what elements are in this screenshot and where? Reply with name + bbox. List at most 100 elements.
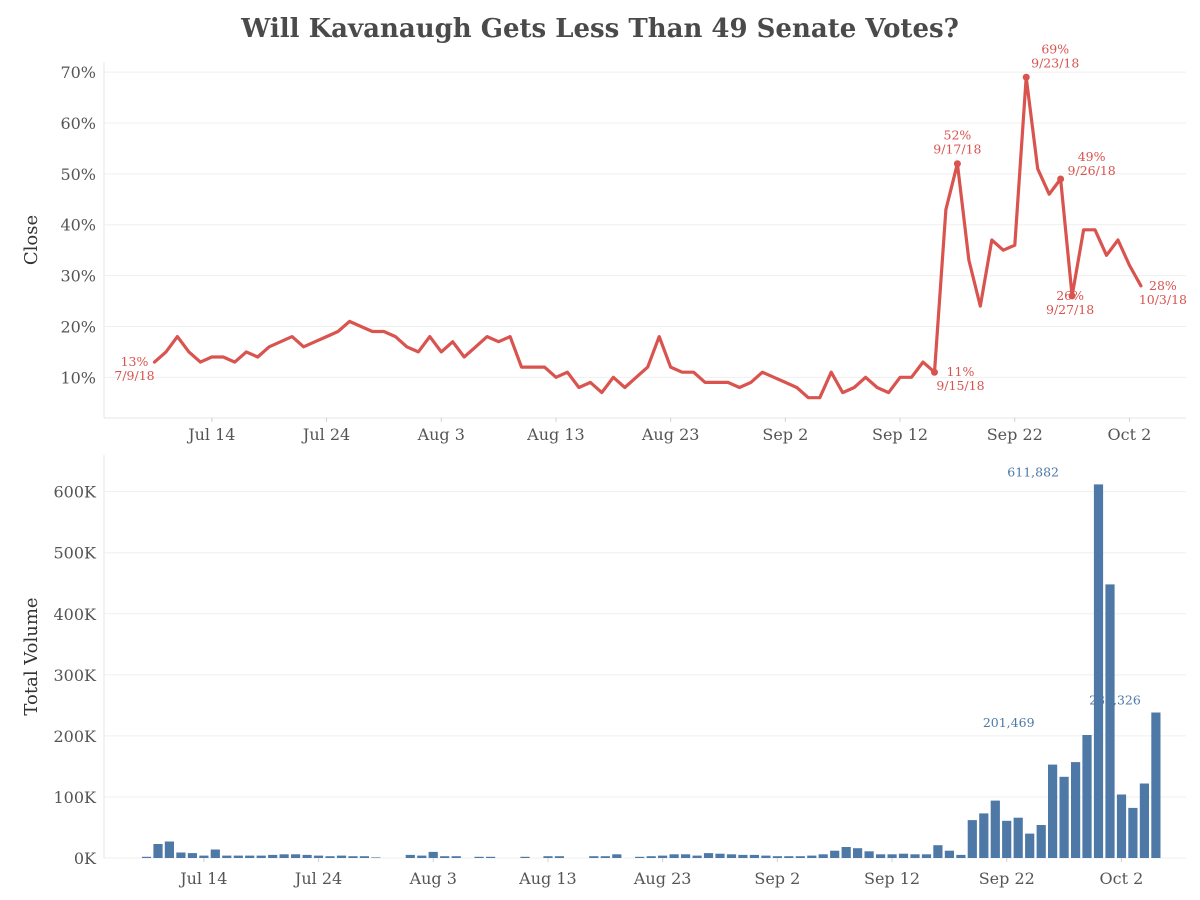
volume-bar [1036,825,1046,858]
volume-bar [187,853,197,858]
volume-bar [302,854,312,858]
x-tick-label: Aug 23 [633,869,692,888]
volume-bar [554,856,564,858]
close-annotation-value: 13% [121,354,149,369]
y-tick-label: 0K [74,849,97,868]
y-tick-label: 200K [54,727,98,746]
volume-bar [876,854,886,858]
x-tick-label: Jul 24 [293,869,342,888]
close-annotation-date: 9/17/18 [933,142,981,157]
x-tick-label: Jul 24 [301,425,350,444]
volume-bar [1151,712,1161,858]
volume-bar [990,800,1000,858]
y-tick-label: 400K [54,605,98,624]
volume-bar [921,854,932,858]
volume-bar [199,855,209,858]
y-tick-label: 20% [60,317,96,336]
x-tick-label: Sep 12 [864,869,920,888]
volume-bar [910,854,920,858]
volume-annotation: 238,326 [1089,692,1141,707]
y-tick-label: 10% [60,368,96,387]
chart-title: Will Kavanaugh Gets Less Than 49 Senate … [241,14,959,44]
volume-bar [612,854,622,858]
volume-bar [658,855,668,858]
volume-bar [417,855,427,858]
volume-bar [486,856,496,858]
close-annotation-value: 11% [947,364,975,379]
close-annotation-date: 9/26/18 [1068,163,1116,178]
volume-bar [1139,783,1149,858]
close-point-marker [1022,73,1030,81]
volume-bar [1082,735,1092,858]
volume-bar [726,854,737,858]
x-tick-label: Sep 22 [979,869,1035,888]
volume-bar [371,857,381,858]
y-tick-label: 40% [60,216,96,235]
volume-bar [325,856,335,858]
close-annotation-value: 26% [1056,288,1084,303]
volume-bar [853,848,863,858]
volume-bar [967,820,977,858]
x-tick-label: Aug 3 [417,425,465,444]
volume-bar [956,854,966,858]
volume-bar [164,841,174,858]
volume-bar [600,856,610,858]
volume-bar [256,855,266,858]
close-annotation-date: 9/15/18 [936,378,984,393]
close-annotation-date: 10/3/18 [1139,292,1187,307]
x-tick-label: Oct 2 [1100,869,1144,888]
volume-bar [1093,484,1104,858]
volume-bar [841,847,851,858]
volume-bar [1013,817,1023,858]
volume-bar [692,855,702,858]
volume-bar [222,855,232,858]
x-tick-label: Sep 22 [987,425,1043,444]
volume-bar [348,856,358,858]
volume-bar [359,856,369,858]
volume-bar [784,856,794,858]
close-annotation-date: 7/9/18 [114,368,154,383]
y-axis-title: Total Volume [21,597,42,715]
y-tick-label: 300K [54,666,98,685]
x-tick-label: Sep 2 [754,869,800,888]
volume-bar [795,856,805,858]
volume-bar [830,850,840,858]
y-axis-title: Close [21,215,42,265]
volume-bar [176,852,186,858]
volume-bar [268,854,278,858]
close-annotation-value: 28% [1149,278,1177,293]
y-tick-label: 30% [60,267,96,286]
volume-bar [589,856,599,858]
volume-bar [807,855,817,858]
volume-bar [944,850,954,858]
close-annotation-value: 52% [944,128,972,143]
volume-bar [703,853,714,858]
volume-bar [1048,764,1058,858]
volume-bar [440,856,450,858]
volume-bar [405,854,415,858]
x-tick-label: Sep 2 [762,425,808,444]
volume-bar [898,853,909,858]
close-point-marker [953,160,961,168]
x-tick-label: Aug 13 [518,869,577,888]
close-annotation-date: 9/27/18 [1046,302,1094,317]
y-tick-label: 70% [60,63,96,82]
volume-annotation: 201,469 [983,715,1035,730]
volume-bar [669,854,679,858]
close-annotation-value: 69% [1041,41,1069,56]
volume-bar [1071,762,1081,858]
volume-bar [772,856,782,858]
volume-bar [1002,820,1012,858]
volume-bar [245,855,255,858]
volume-bar [291,854,301,858]
x-tick-label: Aug 3 [409,869,457,888]
volume-bar [715,853,725,858]
volume-bar [1059,776,1069,858]
volume-bar [1116,794,1127,858]
volume-annotation: 611,882 [1007,464,1059,479]
volume-bar [818,854,828,858]
x-tick-label: Aug 13 [526,425,585,444]
y-tick-label: 100K [54,788,98,807]
close-point-marker [1068,292,1076,300]
